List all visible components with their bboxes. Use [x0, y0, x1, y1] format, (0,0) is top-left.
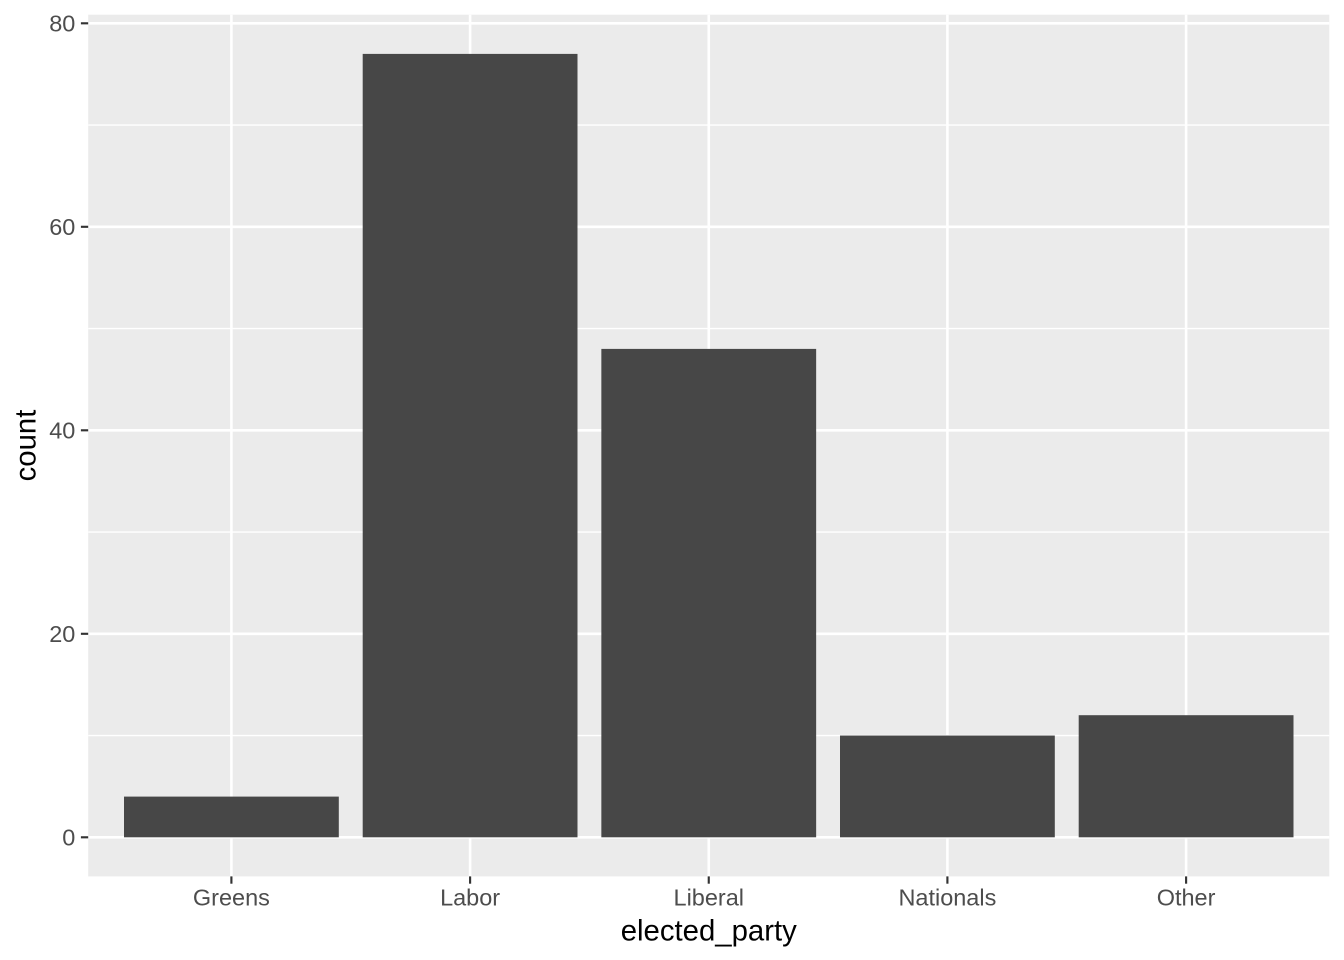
svg-text:80: 80 — [49, 11, 75, 37]
svg-text:count: count — [10, 410, 43, 482]
svg-text:Labor: Labor — [440, 885, 500, 911]
svg-text:Liberal: Liberal — [674, 885, 744, 911]
svg-text:Greens: Greens — [193, 885, 270, 911]
svg-text:60: 60 — [49, 214, 75, 240]
svg-text:elected_party: elected_party — [621, 915, 797, 948]
svg-text:0: 0 — [62, 825, 75, 851]
svg-text:40: 40 — [49, 418, 75, 444]
svg-text:Nationals: Nationals — [898, 885, 996, 911]
svg-text:20: 20 — [49, 621, 75, 647]
svg-text:Other: Other — [1157, 885, 1216, 911]
